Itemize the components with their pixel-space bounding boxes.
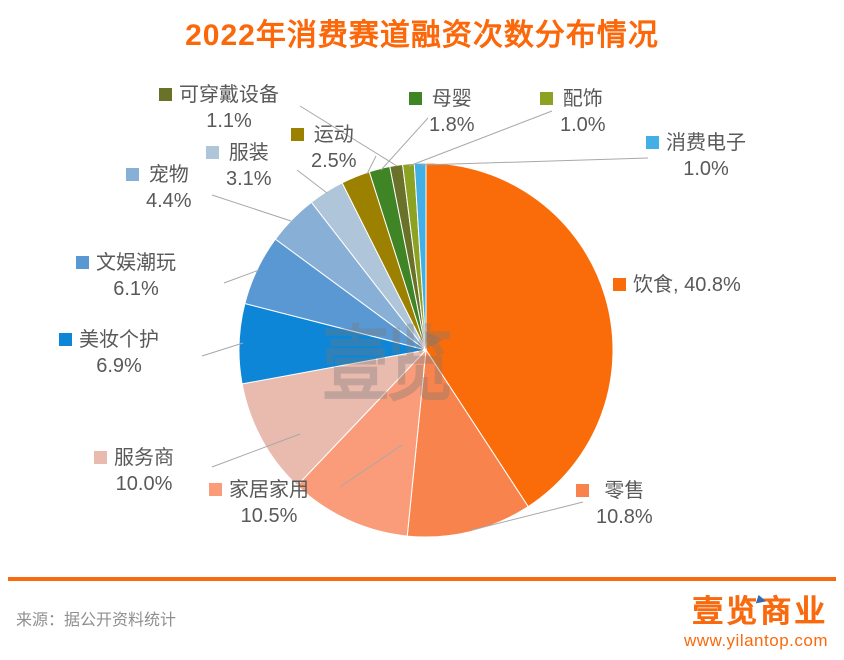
brand-url: www.yilantop.com: [683, 631, 828, 650]
pie-label-10: 可穿戴设备 1.1%: [159, 82, 279, 134]
pie-label-0: 饮食, 40.8%: [613, 272, 741, 298]
pie-label-6: 宠物 4.4%: [126, 162, 192, 214]
pie-label-12: 消费电子 1.0%: [646, 130, 746, 182]
source-text: 来源：据公开资料统计: [16, 612, 177, 629]
legend-marker-icon: [209, 483, 222, 496]
pie-label-text: 配饰 1.0%: [560, 88, 606, 136]
leader-line-1: [471, 501, 584, 531]
chart-title: 2022年消费赛道融资次数分布情况: [185, 19, 659, 52]
pie-slice-0: [425, 162, 614, 508]
legend-marker-icon: [613, 278, 626, 291]
legend-marker-icon: [540, 92, 553, 105]
leader-line-7: [296, 169, 328, 194]
pie-label-5: 文娱潮玩 6.1%: [76, 250, 176, 302]
leader-line-4: [201, 342, 244, 357]
leader-line-6: [211, 194, 292, 222]
pie-label-4: 美妆个护 6.9%: [59, 327, 159, 379]
pie-label-3: 服务商 10.0%: [94, 445, 174, 497]
pie-label-text: 美妆个护 6.9%: [79, 329, 159, 377]
leader-line-5: [223, 269, 260, 284]
pie-label-text: 文娱潮玩 6.1%: [96, 252, 176, 300]
legend-marker-icon: [409, 92, 422, 105]
leader-line-11: [408, 110, 553, 167]
pie-slice-2: [296, 348, 427, 537]
pie-label-text: 消费电子 1.0%: [666, 132, 746, 180]
pie-label-text: 服务商 10.0%: [114, 447, 174, 495]
legend-marker-icon: [291, 128, 304, 141]
brand-logo: 壹览商业 www.yilantop.com: [684, 594, 828, 651]
pie-label-11: 配饰 1.0%: [540, 86, 606, 138]
pie-label-text: 饮食, 40.8%: [633, 274, 741, 296]
divider-line: [8, 577, 836, 581]
pie-label-text: 家居家用 10.5%: [229, 479, 309, 527]
pie-slice-1: [406, 348, 529, 538]
leader-line-2: [339, 444, 403, 488]
legend-marker-icon: [59, 333, 72, 346]
pie-label-text: 运动 2.5%: [311, 124, 357, 172]
legend-marker-icon: [76, 256, 89, 269]
leader-line-3: [211, 433, 301, 468]
legend-marker-icon: [159, 88, 172, 101]
legend-marker-icon: [646, 136, 659, 149]
pie-slice-12: [413, 162, 427, 351]
pie-label-1: 零售 10.8%: [576, 478, 653, 530]
legend-marker-icon: [94, 451, 107, 464]
pie-label-text: 零售 10.8%: [596, 480, 653, 528]
leader-line-10: [299, 105, 398, 167]
pie-label-7: 服装 3.1%: [206, 140, 272, 192]
pie-label-8: 运动 2.5%: [291, 122, 357, 174]
legend-marker-icon: [206, 146, 219, 159]
pie-label-2: 家居家用 10.5%: [209, 477, 309, 529]
pie-label-text: 宠物 4.4%: [146, 164, 192, 212]
brand-name: 壹览商业: [692, 594, 828, 629]
pie-label-text: 可穿戴设备 1.1%: [179, 84, 279, 132]
pie-label-9: 母婴 1.8%: [409, 86, 475, 138]
legend-marker-icon: [576, 484, 589, 497]
leader-line-8: [366, 155, 377, 175]
pie-label-text: 服装 3.1%: [226, 142, 272, 190]
legend-marker-icon: [126, 168, 139, 181]
pie-label-text: 母婴 1.8%: [429, 88, 475, 136]
pie-slice-3: [241, 349, 428, 487]
leader-line-12: [420, 157, 649, 166]
